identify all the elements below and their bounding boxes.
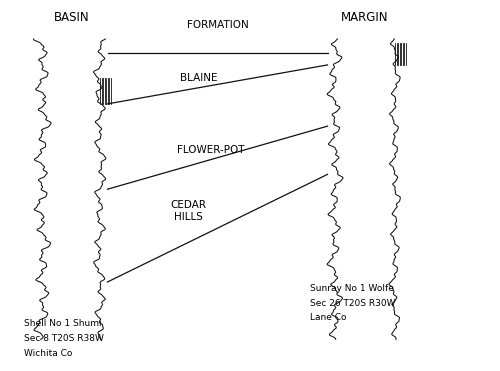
Text: Sunray No 1 Wolfe: Sunray No 1 Wolfe: [310, 284, 394, 293]
Text: Lane Co: Lane Co: [310, 313, 346, 322]
Text: BLAINE: BLAINE: [180, 73, 218, 83]
Text: Sec 8 T20S R38W: Sec 8 T20S R38W: [24, 334, 104, 343]
Text: FORMATION: FORMATION: [186, 20, 248, 30]
Text: CEDAR
HILLS: CEDAR HILLS: [170, 200, 206, 221]
Text: FLOWER-POT: FLOWER-POT: [178, 145, 245, 155]
Text: MARGIN: MARGIN: [341, 11, 389, 24]
Text: Sec 26 T20S R30W: Sec 26 T20S R30W: [310, 299, 396, 308]
Text: Shell No 1 Shumi: Shell No 1 Shumi: [24, 319, 102, 328]
Text: BASIN: BASIN: [54, 11, 90, 24]
Text: Wichita Co: Wichita Co: [24, 349, 72, 358]
